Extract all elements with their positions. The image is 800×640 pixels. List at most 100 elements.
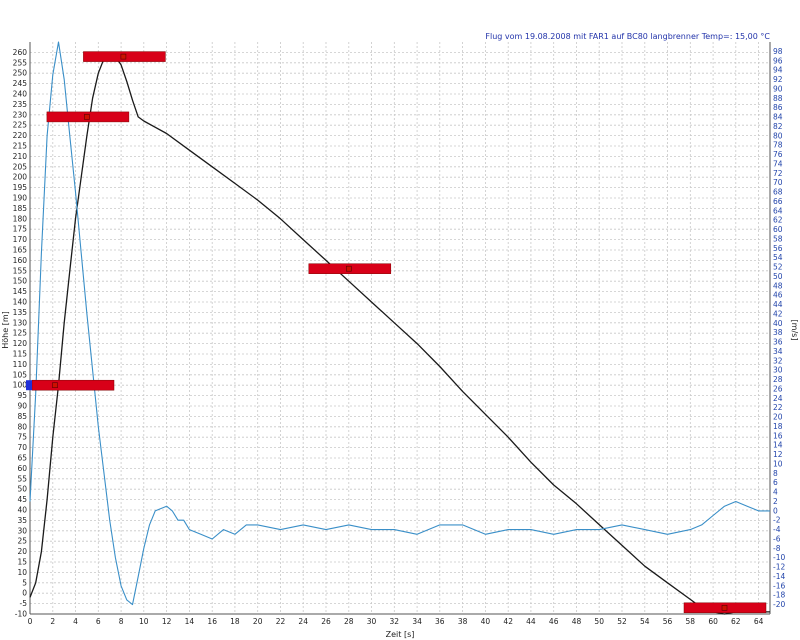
x-tick-label-7: 14 xyxy=(185,617,195,626)
y2-tick-label-13: 6 xyxy=(773,478,778,487)
x-tick-labels: 0 2 4 6 8 10 12 14 16 18 20 22 24 26 28 30 32 34 36 38 40 42 4… xyxy=(28,617,764,626)
y-tick-label-1: -5 xyxy=(20,599,28,608)
x-tick-label-4: 8 xyxy=(119,617,124,626)
axes xyxy=(29,42,771,615)
x-tick-label-1: 2 xyxy=(50,617,55,626)
y2-tick-label-25: 30 xyxy=(773,366,783,375)
y2-tick-label-48: 76 xyxy=(773,150,783,159)
y2-tick-label-36: 52 xyxy=(773,263,783,272)
y2-tick-label-50: 80 xyxy=(773,131,783,140)
y2-tick-label-0: -20 xyxy=(773,600,785,609)
y2-tick-label-3: -14 xyxy=(773,572,785,581)
y2-tick-label-28: 36 xyxy=(773,338,783,347)
y2-tick-label-58: 96 xyxy=(773,56,783,65)
y-tick-label-14: 60 xyxy=(17,464,27,473)
x-tick-label-10: 20 xyxy=(253,617,263,626)
y2-tick-labels: -20-18-16-14-12-10-8-6-4-202468101214161… xyxy=(773,47,785,609)
y-tick-label-4: 10 xyxy=(17,568,27,577)
y-tick-label-36: 170 xyxy=(13,235,28,244)
marker-point-4 xyxy=(721,604,728,611)
y-tick-label-52: 250 xyxy=(13,69,28,78)
marker-point-0 xyxy=(52,382,58,389)
y-tick-label-2: 0 xyxy=(22,589,27,598)
x-tick-label-24: 48 xyxy=(572,617,582,626)
y2-tick-label-15: 10 xyxy=(773,460,783,469)
x-tick-label-16: 32 xyxy=(390,617,400,626)
y-tick-label-40: 190 xyxy=(13,194,28,203)
y2-axis-title: [m/s] xyxy=(790,320,799,341)
y2-tick-label-2: -16 xyxy=(773,581,785,590)
y-tick-label-33: 155 xyxy=(13,266,28,275)
y2-tick-label-52: 84 xyxy=(773,113,783,122)
y2-tick-label-21: 22 xyxy=(773,403,783,412)
x-tick-label-8: 16 xyxy=(207,617,217,626)
y2-tick-label-27: 34 xyxy=(773,347,783,356)
y-tick-label-22: 100 xyxy=(13,381,28,390)
y2-tick-label-12: 4 xyxy=(773,488,778,497)
y-tick-label-44: 210 xyxy=(13,152,28,161)
x-tick-label-18: 36 xyxy=(435,617,445,626)
y2-tick-label-40: 60 xyxy=(773,225,783,234)
y-tick-label-48: 230 xyxy=(13,110,28,119)
y2-tick-label-38: 56 xyxy=(773,244,783,253)
y-tick-label-10: 40 xyxy=(17,506,27,515)
marker-swatch-0 xyxy=(26,380,32,391)
y2-tick-label-34: 48 xyxy=(773,281,783,290)
y-tick-label-35: 165 xyxy=(13,246,28,255)
y-tick-label-26: 120 xyxy=(13,339,28,348)
y-axis-title: Höhe [m] xyxy=(1,311,10,348)
x-tick-label-17: 34 xyxy=(412,617,422,626)
y-tick-labels: -10-505101520253035404550556065707580859… xyxy=(13,48,28,619)
x-tick-label-26: 52 xyxy=(617,617,627,626)
y2-tick-label-31: 42 xyxy=(773,309,783,318)
y-tick-label-8: 30 xyxy=(17,526,27,535)
y-tick-label-9: 35 xyxy=(17,516,27,525)
y-tick-label-41: 195 xyxy=(13,183,28,192)
y2-tick-label-22: 24 xyxy=(773,394,783,403)
x-tick-label-30: 60 xyxy=(708,617,718,626)
y-tick-label-24: 110 xyxy=(13,360,28,369)
x-tick-label-21: 42 xyxy=(503,617,513,626)
x-tick-label-19: 38 xyxy=(458,617,468,626)
y-tick-label-19: 85 xyxy=(17,412,27,421)
y2-tick-label-7: -6 xyxy=(773,535,781,544)
x-tick-label-22: 44 xyxy=(526,617,536,626)
y2-tick-label-51: 82 xyxy=(773,122,783,131)
y-tick-label-49: 235 xyxy=(13,100,28,109)
y-tick-label-16: 70 xyxy=(17,443,27,452)
y-tick-label-5: 15 xyxy=(17,558,27,567)
y2-tick-label-11: 2 xyxy=(773,497,778,506)
x-tick-label-5: 10 xyxy=(139,617,149,626)
y-tick-label-45: 215 xyxy=(13,142,28,151)
y2-tick-label-59: 98 xyxy=(773,47,783,56)
y-tick-label-7: 25 xyxy=(17,537,27,546)
y2-tick-label-29: 38 xyxy=(773,328,783,337)
y2-tick-label-17: 14 xyxy=(773,441,783,450)
marker-point-1 xyxy=(84,114,90,120)
y-tick-label-46: 220 xyxy=(13,131,28,140)
y2-tick-label-10: 0 xyxy=(773,506,778,515)
y-tick-label-50: 240 xyxy=(13,90,28,99)
y-tick-label-15: 65 xyxy=(17,454,27,463)
y2-tick-label-57: 94 xyxy=(773,66,783,75)
y-tick-label-21: 95 xyxy=(17,391,27,400)
grid xyxy=(29,42,770,615)
altitude-series-line xyxy=(29,53,770,615)
y2-tick-label-24: 28 xyxy=(773,375,783,384)
x-tick-label-9: 18 xyxy=(230,617,240,626)
y-tick-label-39: 185 xyxy=(13,204,28,213)
x-tick-label-23: 46 xyxy=(549,617,559,626)
chart-title: Flug vom 19.08.2008 mit FAR1 auf BC80 la… xyxy=(485,32,770,41)
y-tick-label-18: 80 xyxy=(17,422,27,431)
x-tick-label-12: 24 xyxy=(298,617,308,626)
y2-tick-label-54: 88 xyxy=(773,94,783,103)
y-tick-label-32: 150 xyxy=(13,277,28,286)
y-tick-label-20: 90 xyxy=(17,402,27,411)
y2-tick-label-26: 32 xyxy=(773,356,783,365)
y-tick-label-53: 255 xyxy=(13,58,28,67)
y-tick-label-3: 5 xyxy=(22,578,27,587)
y2-tick-label-18: 16 xyxy=(773,431,783,440)
y2-tick-label-6: -8 xyxy=(773,544,781,553)
x-tick-label-29: 58 xyxy=(686,617,696,626)
y2-tick-label-35: 50 xyxy=(773,272,783,281)
